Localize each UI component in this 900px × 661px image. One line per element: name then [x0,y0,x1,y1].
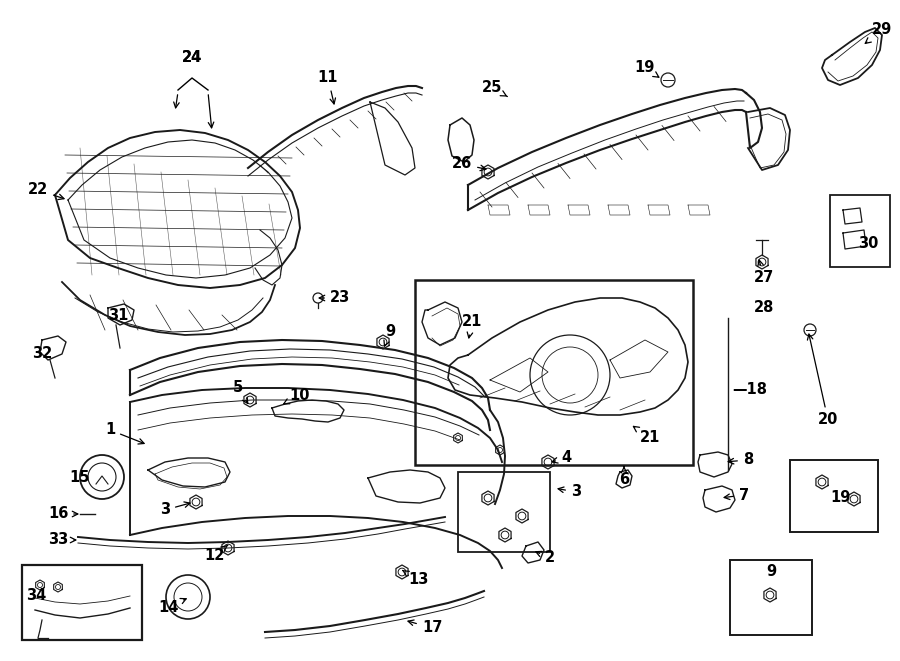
Text: 7: 7 [724,488,749,502]
Text: 29: 29 [865,22,892,44]
Text: 19: 19 [830,490,850,504]
Text: 24: 24 [182,50,202,65]
Text: 10: 10 [284,387,310,404]
Text: 34: 34 [26,588,46,603]
Text: 6: 6 [619,467,629,488]
Bar [458,472,550,552]
Text: 16: 16 [48,506,77,522]
Text: 2: 2 [536,551,555,566]
Text: 26: 26 [452,157,486,171]
Text: 33: 33 [48,533,76,547]
Text: 30: 30 [858,237,878,251]
Text: 21: 21 [634,426,661,446]
Text: 24: 24 [182,50,202,65]
Text: 20: 20 [807,334,838,428]
Text: 3: 3 [160,502,190,518]
Bar [830,195,890,267]
Text: 14: 14 [158,598,186,615]
Text: 3: 3 [558,485,581,500]
Text: 13: 13 [402,570,428,588]
Bar [790,460,878,532]
Text: 9: 9 [766,564,776,580]
Text: 31: 31 [108,307,128,323]
Text: 15: 15 [70,471,90,485]
Bar [730,560,812,635]
Text: 11: 11 [318,71,338,104]
Text: 8: 8 [728,453,753,467]
Text: 23: 23 [320,290,350,305]
Bar [22,565,142,640]
Text: 19: 19 [634,61,659,77]
Bar [415,280,693,465]
Text: 32: 32 [32,346,52,362]
Text: 17: 17 [408,620,442,635]
Text: 22: 22 [28,182,64,200]
Text: 21: 21 [462,315,482,338]
Text: 9: 9 [384,325,395,346]
Text: 27: 27 [754,260,774,286]
Text: 12: 12 [205,545,228,563]
Text: 25: 25 [482,81,508,97]
Text: —18: —18 [732,383,767,397]
Text: 28: 28 [754,301,774,315]
Text: 4: 4 [552,451,572,465]
Text: 5: 5 [233,381,248,403]
Text: 1: 1 [105,422,144,444]
